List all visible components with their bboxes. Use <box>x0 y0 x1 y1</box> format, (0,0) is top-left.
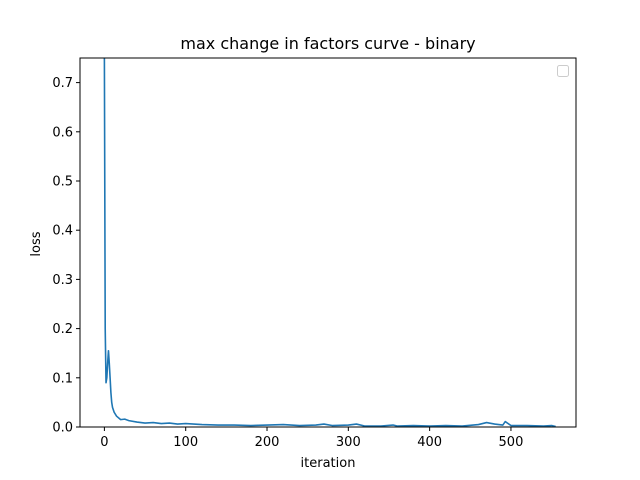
x-tick-label: 400 <box>417 435 442 450</box>
y-tick-label: 0.4 <box>52 224 73 239</box>
y-axis-label: loss <box>29 231 44 256</box>
y-tick-label: 0.0 <box>52 421 73 436</box>
x-axis: 0 100 200 300 400 500 <box>100 427 523 450</box>
x-tick-label: 300 <box>336 435 361 450</box>
x-axis-label: iteration <box>301 456 356 471</box>
y-axis: 0.0 0.1 0.2 0.3 0.4 0.5 0.6 0.7 <box>52 76 80 436</box>
y-tick-label: 0.5 <box>52 175 73 190</box>
series-line-0 <box>103 58 556 427</box>
x-tick-label: 200 <box>255 435 280 450</box>
x-tick-label: 0 <box>100 435 108 450</box>
plot-frame <box>79 57 577 428</box>
x-tick-label: 500 <box>499 435 524 450</box>
y-tick-label: 0.2 <box>52 322 73 337</box>
y-tick-label: 0.3 <box>52 273 73 288</box>
legend-box <box>557 65 569 77</box>
y-tick-label: 0.1 <box>52 371 73 386</box>
y-tick-label: 0.6 <box>52 125 73 140</box>
chart-title: max change in factors curve - binary <box>180 34 475 53</box>
y-tick-label: 0.7 <box>52 76 73 91</box>
plot-area <box>79 57 577 428</box>
x-tick-label: 100 <box>173 435 198 450</box>
